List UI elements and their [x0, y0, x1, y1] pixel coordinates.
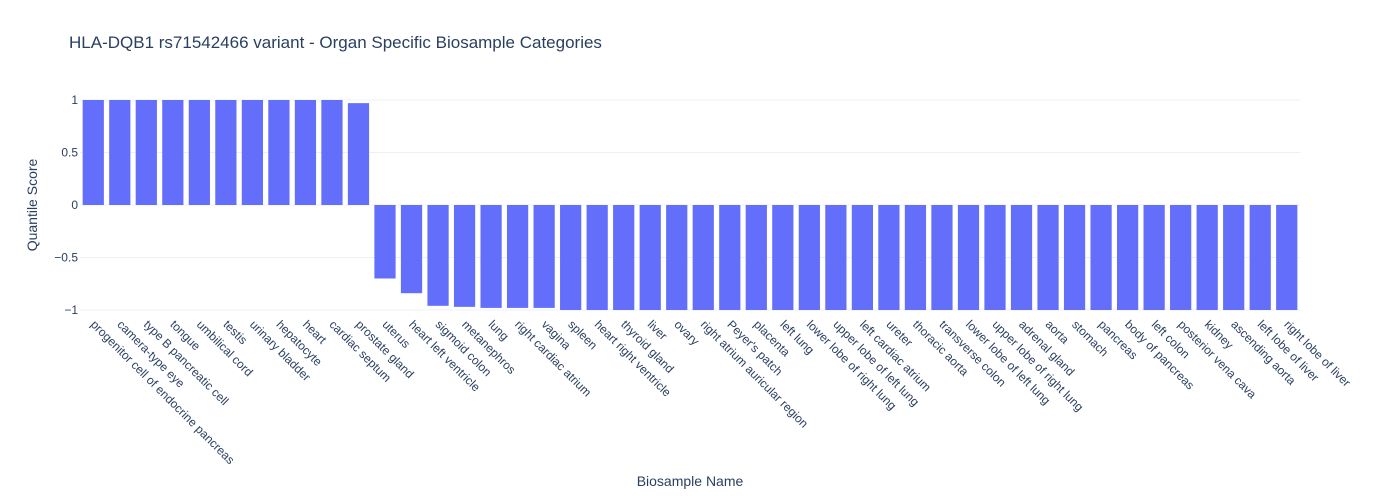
bar-series: progenitor cell of endocrine pancreas: 1…	[82, 100, 1298, 310]
bar[interactable]: posterior vena cava: -1	[1170, 205, 1192, 310]
bar[interactable]: ascending aorta: -1	[1223, 205, 1245, 310]
bar[interactable]: thyroid gland: -1	[613, 205, 635, 310]
bar[interactable]: type B pancreatic cell: 1	[135, 100, 157, 205]
bar[interactable]: transverse colon: -1	[931, 205, 953, 310]
x-axis-title: Biosample Name	[636, 473, 744, 489]
bar[interactable]: right cardiac atrium: -0.98	[507, 205, 529, 308]
bar[interactable]: hepatocyte: 1	[268, 100, 290, 205]
bar[interactable]: testis: 1	[215, 100, 237, 205]
bar[interactable]: umbilical cord: 1	[188, 100, 210, 205]
y-tick-label: −0.5	[54, 251, 78, 265]
x-tick-label: spleen	[565, 317, 600, 352]
bar[interactable]: sigmoid colon: -0.96	[427, 205, 449, 306]
bar[interactable]: right atrium auricular region: -1	[692, 205, 714, 310]
bar[interactable]: lower lobe of right lung: -1	[798, 205, 820, 310]
bar[interactable]: adrenal gland: -1	[1010, 205, 1033, 310]
bar[interactable]: heart right ventricle: -1	[586, 205, 608, 310]
bar[interactable]: Peyer's patch: -1	[719, 205, 741, 310]
y-tick-label: 0.5	[61, 146, 78, 160]
bar[interactable]: lung: -0.98	[480, 205, 502, 308]
bar[interactable]: metanephros: -0.97	[453, 205, 476, 307]
bar[interactable]: heart left ventricle: -0.84	[400, 205, 423, 294]
bar[interactable]: body of pancreas: -1	[1117, 205, 1139, 310]
chart-title: HLA-DQB1 rs71542466 variant - Organ Spec…	[69, 33, 602, 52]
bar[interactable]: progenitor cell of endocrine pancreas: 1	[82, 100, 104, 205]
bar[interactable]: kidney: -1	[1196, 205, 1218, 310]
bar[interactable]: left colon: -1	[1143, 205, 1165, 310]
bar[interactable]: prostate gland: 0.97	[347, 103, 370, 205]
bar[interactable]: aorta: -1	[1037, 205, 1059, 310]
y-axis-ticks: 1 0.5 0 −0.5 −1	[54, 93, 78, 317]
bar[interactable]: lower lobe of left lung: -1	[957, 205, 980, 310]
bar[interactable]: placenta: -1	[745, 205, 767, 310]
bar[interactable]: vagina: -0.98	[533, 205, 555, 308]
x-axis-ticks: progenitor cell of endocrine pancreascam…	[88, 317, 1354, 467]
bar[interactable]: left lobe of liver: -1	[1249, 205, 1271, 310]
y-axis-title: Quantile Score	[24, 158, 40, 252]
bar[interactable]: left cardiac atrium: -1	[851, 205, 873, 310]
bar[interactable]: ovary: -1	[666, 205, 688, 310]
bar[interactable]: camera-type eye: 1	[109, 100, 131, 205]
bar[interactable]: stomach: -1	[1063, 205, 1086, 310]
bar[interactable]: right lobe of liver: -1	[1276, 205, 1298, 310]
bar[interactable]: tongue: 1	[162, 100, 184, 205]
bar[interactable]: pancreas: -1	[1090, 205, 1112, 310]
bar[interactable]: ureter: -1	[878, 205, 900, 310]
y-tick-label: 0	[71, 198, 78, 212]
y-tick-label: −1	[64, 303, 78, 317]
x-tick-label: ovary	[671, 317, 702, 348]
bar[interactable]: upper lobe of right lung: -1	[984, 205, 1006, 310]
bar[interactable]: urinary bladder: 1	[241, 100, 263, 205]
bar[interactable]: uterus: -0.7	[374, 205, 396, 279]
y-tick-label: 1	[71, 93, 78, 107]
bar[interactable]: thoracic aorta: -1	[904, 205, 927, 310]
bar[interactable]: spleen: -1	[560, 205, 582, 310]
bar[interactable]: left lung: -1	[772, 205, 794, 310]
bar[interactable]: upper lobe of left lung: -1	[825, 205, 847, 310]
bar[interactable]: heart: 1	[294, 100, 317, 205]
bar[interactable]: cardiac septum: 1	[321, 100, 343, 205]
bar[interactable]: liver: -1	[639, 205, 661, 310]
